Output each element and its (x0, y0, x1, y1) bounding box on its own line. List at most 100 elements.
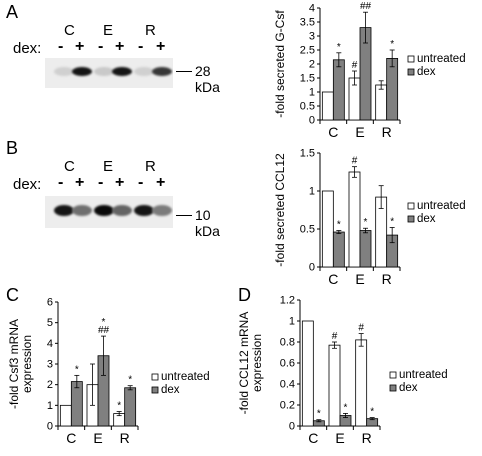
y-tick-label: 0.6 (280, 358, 295, 370)
blot-band (152, 67, 172, 76)
significance-marker: ## (360, 1, 372, 12)
y-tick-label: 1 (289, 316, 295, 328)
legend-swatch-untreated (407, 202, 415, 210)
y-tick-label: 3 (47, 359, 53, 371)
y-tick-label: 4 (309, 3, 315, 15)
legend-swatch-dex (389, 384, 397, 392)
blot-group-label-c: C (64, 158, 75, 175)
x-tick-label: E (93, 430, 102, 446)
bar-dex (70, 381, 83, 427)
bar-untreated (355, 339, 368, 427)
y-tick-label: 1.5 (300, 73, 315, 85)
y-tick-label: 0 (309, 262, 315, 274)
significance-marker: # (352, 156, 358, 167)
blot-sign: - (98, 174, 104, 191)
y-tick-label: 2 (309, 59, 315, 71)
y-tick-label: 1 (309, 87, 315, 99)
bar-chart-ccl12-mrna: 0 0.2 0.4 0.6 0.8 1 1.2 C E R -fold CCL12 mRNA expr… (237, 295, 448, 447)
blot-group-label-e: E (103, 158, 114, 175)
y-axis-label: -fold Csf3 mRNA (7, 319, 21, 409)
blot-band (72, 67, 92, 76)
legend-swatch-dex (151, 386, 159, 394)
legend-label-untreated: untreated (161, 371, 210, 383)
y-tick-label: 0.5 (300, 101, 315, 113)
blot-sign: + (156, 174, 166, 191)
panel-letter-b: B (6, 138, 19, 158)
significance-marker: * (390, 39, 394, 50)
bar-dex (359, 230, 372, 268)
blot-sign: + (156, 38, 166, 55)
significance-marker: * (128, 375, 132, 386)
blot-group-label-e: E (103, 22, 114, 39)
bar-untreated (321, 190, 334, 268)
legend-label-untreated: untreated (417, 53, 466, 65)
blot-sign: + (75, 38, 85, 55)
legend-label-dex: dex (417, 213, 436, 225)
blot-band (54, 67, 74, 76)
y-tick-label: 1 (47, 400, 53, 412)
legend-swatch-untreated (407, 55, 415, 63)
significance-marker: * (390, 216, 394, 227)
y-tick-label: 0 (47, 421, 53, 433)
y-tick-label: 0 (289, 421, 295, 433)
x-tick-label: R (120, 430, 130, 446)
bar-untreated (301, 320, 314, 427)
blot-group-label-c: C (64, 22, 75, 39)
legend-swatch-dex (407, 68, 415, 76)
significance-marker: * (102, 317, 106, 328)
blot-sign: - (58, 38, 64, 55)
marker-line (176, 71, 192, 72)
legend-label-untreated: untreated (399, 369, 448, 381)
y-tick-label: 1.5 (300, 148, 315, 160)
blot-membrane (45, 58, 173, 88)
y-axis-label: expression (20, 335, 34, 393)
significance-marker: * (370, 407, 374, 418)
y-tick-label: 6 (47, 297, 53, 309)
bar-untreated (348, 171, 361, 268)
blot-membrane (45, 196, 173, 228)
y-tick-label: 3 (309, 31, 315, 43)
x-tick-label: C (308, 430, 318, 446)
bar-untreated (328, 344, 341, 427)
panel-letter-c: C (6, 285, 19, 305)
blot-band (112, 205, 132, 216)
blot-band (152, 205, 172, 216)
marker-label: 28 kDa (195, 63, 220, 95)
bar-dex (124, 387, 137, 427)
y-tick-label: 0.2 (280, 400, 295, 412)
blot-band (54, 205, 74, 216)
y-axis-label: -fold secreted CCL12 (273, 153, 287, 267)
significance-marker: * (117, 401, 121, 412)
blot-band (72, 205, 92, 216)
x-tick-label: E (335, 430, 344, 446)
significance-marker: * (337, 220, 341, 231)
blot-sign: + (115, 174, 125, 191)
y-tick-label: 1.2 (280, 295, 295, 307)
blot-band (94, 67, 114, 76)
significance-marker: * (364, 217, 368, 228)
marker-label: 10 kDa (195, 207, 220, 239)
y-tick-label: 2 (47, 379, 53, 391)
y-tick-label: 0.5 (300, 224, 315, 236)
x-tick-label: E (355, 124, 364, 140)
marker-line (176, 215, 192, 216)
legend-label-dex: dex (161, 384, 180, 396)
y-tick-label: 2.5 (300, 45, 315, 57)
panel-letter-a: A (6, 2, 19, 22)
y-axis-label: -fold CCL12 mRNA (237, 312, 251, 415)
significance-marker: * (317, 409, 321, 420)
legend-label-dex: dex (399, 382, 418, 394)
blot-sign: - (138, 38, 144, 55)
significance-marker: * (364, 0, 368, 4)
blot-sign: - (138, 174, 144, 191)
bar-untreated (59, 404, 72, 427)
legend-swatch-untreated (151, 373, 159, 381)
y-tick-label: 4 (47, 338, 53, 350)
x-tick-label: C (66, 430, 76, 446)
blot-band (112, 67, 132, 76)
bar-untreated (375, 84, 388, 121)
blot-dex-label: dex: (13, 176, 42, 193)
blot-band (134, 67, 154, 76)
x-tick-label: R (382, 271, 392, 287)
